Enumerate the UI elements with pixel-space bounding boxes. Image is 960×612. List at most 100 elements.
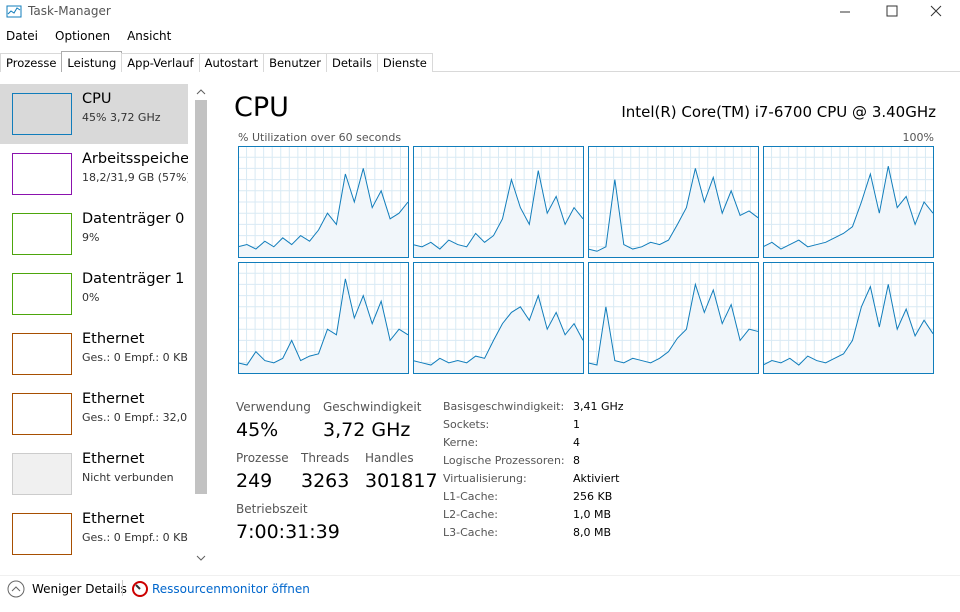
item-name: Arbeitsspeicher xyxy=(82,151,188,167)
core-graph xyxy=(588,262,759,374)
stat-label: Prozesse xyxy=(236,451,289,465)
item-detail: Ges.: 0 Empf.: 0 KBit/ xyxy=(82,531,188,544)
core-graph xyxy=(413,262,584,374)
sidebar: CPU 45% 3,72 GHz Arbeitsspeicher 18,2/31,9 … xyxy=(0,84,190,564)
spec-value: 3,41 GHz xyxy=(573,400,624,413)
thumbnail xyxy=(12,93,72,135)
menu-item[interactable]: Ansicht xyxy=(127,29,172,43)
core-area xyxy=(588,284,758,374)
footer-divider xyxy=(0,575,960,576)
tab[interactable]: App-Verlauf xyxy=(121,53,200,72)
stat-value: 3,72 GHz xyxy=(323,419,411,441)
item-detail: 0% xyxy=(82,291,100,304)
tab[interactable]: Prozesse xyxy=(0,53,63,72)
stats: Verwendung 45% Geschwindigkeit 3,72 GHz Proz… xyxy=(236,400,438,550)
item-name: Ethernet xyxy=(82,511,145,527)
core-area xyxy=(413,170,583,258)
tab[interactable]: Autostart xyxy=(198,53,265,72)
app-icon xyxy=(6,5,22,18)
menu-item[interactable]: Optionen xyxy=(55,29,111,43)
window-controls[interactable] xyxy=(820,0,960,24)
spec-label: L1-Cache: xyxy=(443,490,499,503)
core-line xyxy=(588,282,759,366)
thumbnail xyxy=(12,393,72,435)
core-graphs xyxy=(238,146,938,376)
item-detail: Ges.: 0 Empf.: 0 KBit/ xyxy=(82,351,188,364)
item-name: CPU xyxy=(82,91,112,107)
sidebar-item[interactable]: Datenträger 0 (C 9% xyxy=(0,204,188,264)
graph-frame xyxy=(588,262,759,374)
item-name: Ethernet xyxy=(82,391,145,407)
specs: Basisgeschwindigkeit: 3,41 GHz Sockets: 1 Ke… xyxy=(443,400,693,550)
thumbnail xyxy=(12,513,72,555)
graph-frame xyxy=(413,262,584,374)
core-area xyxy=(763,284,933,374)
item-detail: Nicht verbunden xyxy=(82,471,174,484)
stat-label: Threads xyxy=(301,451,350,465)
tab[interactable]: Dienste xyxy=(376,53,433,72)
sidebar-item[interactable]: Arbeitsspeicher 18,2/31,9 GB (57%) xyxy=(0,144,188,204)
resource-monitor-link[interactable]: Ressourcenmonitor öffnen xyxy=(152,582,310,596)
sidebar-item[interactable]: Ethernet Ges.: 0 Empf.: 0 KBit/ xyxy=(0,504,188,564)
spec-label: Sockets: xyxy=(443,418,490,431)
sidebar-item[interactable]: Ethernet Ges.: 0 Empf.: 32,0 K xyxy=(0,384,188,444)
core-line xyxy=(763,166,934,250)
sidebar-item[interactable]: CPU 45% 3,72 GHz xyxy=(0,84,188,144)
monitor-icon xyxy=(132,581,148,597)
scrollbar[interactable] xyxy=(193,84,209,566)
spec-value: 8 xyxy=(573,454,580,467)
thumbnail xyxy=(12,273,72,315)
spec-value: 1,0 MB xyxy=(573,508,612,521)
core-area xyxy=(588,168,758,258)
collapse-icon[interactable] xyxy=(7,580,25,598)
core-graph xyxy=(238,146,409,258)
spec-value: 1 xyxy=(573,418,580,431)
cpu-model: Intel(R) Core(TM) i7-6700 CPU @ 3.40GHz xyxy=(621,103,936,121)
thumbnail xyxy=(12,453,72,495)
tab[interactable]: Benutzer xyxy=(263,53,327,72)
sidebar-item[interactable]: Datenträger 1 (D 0% xyxy=(0,264,188,324)
item-detail: Ges.: 0 Empf.: 32,0 K xyxy=(82,411,188,424)
spec-label: Kerne: xyxy=(443,436,479,449)
sidebar-item[interactable]: Ethernet Ges.: 0 Empf.: 0 KBit/ xyxy=(0,324,188,384)
item-name: Ethernet xyxy=(82,331,145,347)
core-graph xyxy=(413,146,584,258)
graph-max: 100% xyxy=(902,131,934,144)
spec-label: L2-Cache: xyxy=(443,508,499,521)
stat-label: Betriebszeit xyxy=(236,502,308,516)
footer-sep xyxy=(122,580,123,596)
spec-label: Virtualisierung: xyxy=(443,472,527,485)
tab-bar: Prozesse Leistung App-Verlauf Autostart Benu… xyxy=(0,51,960,72)
menu-bar: Datei Optionen Ansicht xyxy=(6,29,188,43)
spec-label: L3-Cache: xyxy=(443,526,499,539)
item-name: Ethernet xyxy=(82,451,145,467)
core-area xyxy=(238,168,408,258)
sidebar-item[interactable]: Ethernet Nicht verbunden xyxy=(0,444,188,504)
spec-value: Aktiviert xyxy=(573,472,620,485)
core-line xyxy=(763,284,934,366)
less-details[interactable]: Weniger Details xyxy=(32,582,127,596)
core-line xyxy=(238,278,409,366)
stat-label: Geschwindigkeit xyxy=(323,400,422,414)
thumbnail xyxy=(12,213,72,255)
core-graph xyxy=(588,146,759,258)
tab[interactable]: Details xyxy=(325,53,378,72)
stat-value: 45% xyxy=(236,419,279,441)
thumbnail xyxy=(12,333,72,375)
spec-label: Basisgeschwindigkeit: xyxy=(443,400,565,413)
graph-frame xyxy=(763,146,934,258)
stat-label: Handles xyxy=(365,451,414,465)
spec-label: Logische Prozessoren: xyxy=(443,454,565,467)
graph-frame xyxy=(238,146,409,258)
core-line xyxy=(413,293,584,366)
menu-item[interactable]: Datei xyxy=(6,29,39,43)
core-line xyxy=(588,168,759,252)
tab[interactable]: Leistung xyxy=(61,51,123,72)
core-line xyxy=(238,168,409,250)
core-line xyxy=(413,170,584,250)
stat-value: 3263 xyxy=(301,470,350,492)
stat-value: 7:00:31:39 xyxy=(236,521,340,543)
stat-label: Verwendung xyxy=(236,400,311,414)
thumbnail xyxy=(12,153,72,195)
